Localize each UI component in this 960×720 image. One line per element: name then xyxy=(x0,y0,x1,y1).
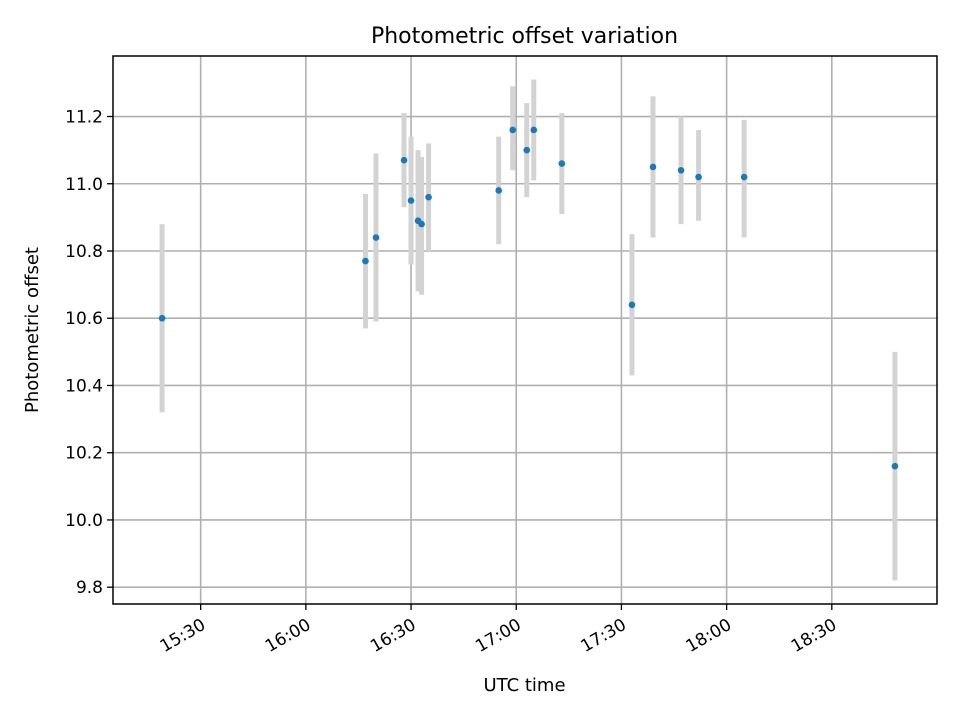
x-axis: 15:30 16:00 16:30 17:00 17:30 18:00 18:30 xyxy=(157,604,840,657)
chart-title: Photometric offset variation xyxy=(371,24,678,49)
data-point xyxy=(740,173,748,181)
data-point xyxy=(523,146,531,154)
x-axis-label: UTC time xyxy=(483,675,565,696)
data-point xyxy=(407,197,415,204)
data-point xyxy=(677,167,685,174)
x-tick-label: 18:00 xyxy=(683,615,735,657)
plot-frame xyxy=(112,55,938,605)
data-point xyxy=(891,462,899,470)
y-tick-label: 10.4 xyxy=(65,376,103,396)
data-point xyxy=(362,257,369,265)
x-tick-label: 16:30 xyxy=(367,615,419,657)
y-tick-label: 10.6 xyxy=(65,309,103,329)
y-tick-label: 9.8 xyxy=(76,578,103,598)
data-point xyxy=(372,234,380,241)
x-tick-label: 17:30 xyxy=(577,615,629,657)
y-axis: 9.8 10.0 10.2 10.4 10.6 10.8 11.0 11.2 xyxy=(65,108,113,598)
data-point xyxy=(695,173,702,181)
x-tick-label: 18:30 xyxy=(788,615,840,657)
data-point xyxy=(425,193,432,201)
data-point xyxy=(158,314,166,322)
y-tick-label: 11.2 xyxy=(65,108,103,128)
data-points xyxy=(158,126,899,470)
data-point xyxy=(628,301,636,309)
x-tick-label: 17:00 xyxy=(472,615,524,657)
y-tick-label: 10.8 xyxy=(65,242,103,262)
y-axis-label: Photometric offset xyxy=(22,247,43,413)
y-tick-label: 10.2 xyxy=(65,444,103,464)
error-bars xyxy=(159,79,898,581)
data-point xyxy=(649,163,657,171)
y-tick-label: 10.0 xyxy=(65,511,103,531)
data-point xyxy=(495,187,503,194)
data-point xyxy=(509,126,517,134)
x-tick-label: 15:30 xyxy=(157,615,209,657)
x-tick-label: 16:00 xyxy=(262,615,314,657)
data-point xyxy=(530,126,538,134)
data-point xyxy=(558,160,566,167)
y-tick-label: 11.0 xyxy=(65,175,103,195)
data-point xyxy=(400,156,408,164)
data-point xyxy=(418,220,425,228)
